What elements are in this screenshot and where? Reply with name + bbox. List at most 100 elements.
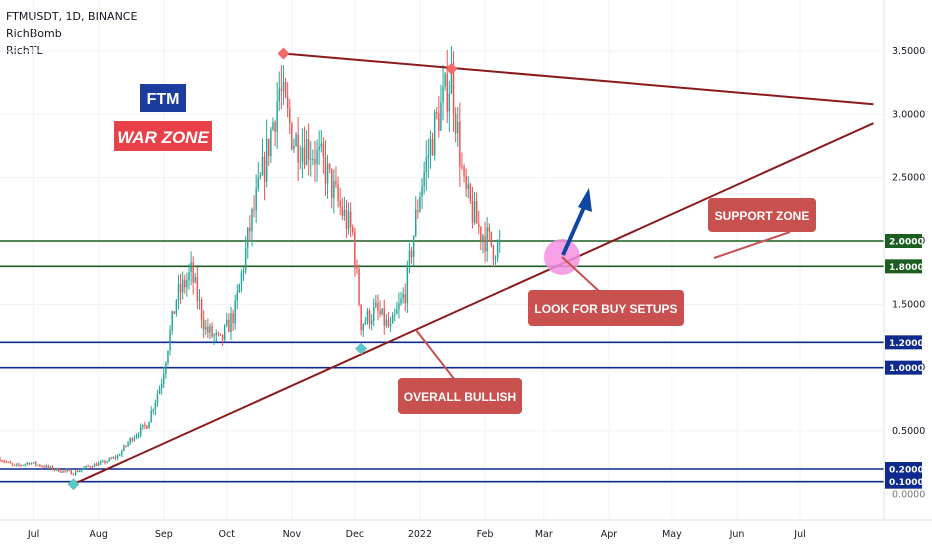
candle-body [377,302,379,311]
candle-body [295,134,297,146]
candle-body [43,466,45,468]
candle-body [291,123,293,149]
trendlines[interactable] [73,52,874,486]
candle-body [60,471,62,473]
candle-body [104,460,106,463]
trendline-resistance[interactable] [283,52,874,106]
candle-body [190,262,192,272]
candle-body [406,264,409,304]
candle-body [305,139,308,165]
candle-body [211,326,213,337]
candle-body [129,438,131,443]
price-badge [885,360,922,375]
candle-body [53,469,56,471]
candle-body [259,174,262,178]
candle-body [219,333,222,335]
candle-body [429,138,432,156]
candle-body [448,93,451,112]
candle-body [167,350,169,364]
price-badge [885,234,922,248]
candle-body [389,323,392,327]
candle-body [85,465,87,468]
price-badge-label: 1.8000 [889,263,924,273]
candle-body [223,325,226,340]
candle-body [55,468,58,470]
candle-body [154,402,157,410]
candle-body [480,226,482,241]
war-zone-box [114,121,212,151]
candle-body [11,463,14,465]
candle-body [257,177,260,189]
time-tick-label: Apr [601,529,618,540]
candle-body [400,298,402,304]
candle-body [79,470,81,472]
candle-body [184,279,186,288]
candle-body [177,284,180,301]
candle-body [49,466,52,468]
candle-body [383,308,385,326]
candle-body [205,326,207,330]
time-tick-label: Feb [477,529,494,540]
candle-body [230,313,232,333]
candle-body [478,223,480,227]
candle-body [144,424,146,426]
chart-symbol-title[interactable]: FTMUSDT, 1D, BINANCE [6,10,138,23]
candle-body [438,113,440,131]
candle-body [394,313,396,316]
time-tick-label: Jul [793,529,805,540]
candle-body [24,464,26,466]
candle-body [146,425,148,429]
candle-body [198,299,201,301]
candle-body [391,315,394,324]
candle-body [91,466,94,468]
candle-body [444,73,446,87]
candle-body [207,326,209,333]
candle-body [238,284,241,293]
candle-body [242,270,245,273]
candle-body [236,292,239,301]
candle-body [232,313,234,324]
candle-body [274,122,276,132]
time-scale[interactable]: Jul Aug Sep Oct Nov Dec 2022 Feb Mar Apr May Jun Jul [27,529,806,540]
candle-body [492,245,495,260]
time-tick-label: Mar [535,529,553,540]
candle-body [110,458,113,460]
candle-body [404,294,406,304]
candle-body [322,143,325,157]
candle-body [326,163,329,184]
candle-body [307,139,310,160]
price-badge-label: 1.0000 [889,364,924,374]
candle-body [427,155,430,159]
price-badge-label: 2.0000 [889,238,924,248]
candle-body [118,455,121,457]
support-zone-callout[interactable] [708,198,816,232]
candle-body [123,445,125,451]
candle-body [13,464,16,466]
candle-body [148,421,150,429]
trendline-support[interactable] [73,122,874,486]
candle-body [261,156,264,175]
buy-setups-callout[interactable] [528,290,684,326]
candle-body [475,201,478,224]
candle-body [440,102,442,131]
candle-body [463,166,465,177]
candle-body [373,306,375,321]
candle-body [173,311,176,314]
candle-body [490,231,493,246]
price-tick-label: 0.5000 [892,426,925,437]
diamond-marker [355,342,368,355]
candle-body [68,470,71,472]
candle-body [200,299,203,320]
diamond-marker [277,47,290,60]
candle-body [7,461,10,463]
price-badge [885,462,922,476]
bullish-arrow-shaft[interactable] [561,204,587,256]
candle-body [381,308,383,315]
overall-bullish-callout[interactable] [398,378,522,414]
candle-body [74,470,77,475]
candle-body [186,280,188,288]
candle-body [452,65,455,114]
candle-body [131,438,134,441]
candle-body [66,470,68,472]
